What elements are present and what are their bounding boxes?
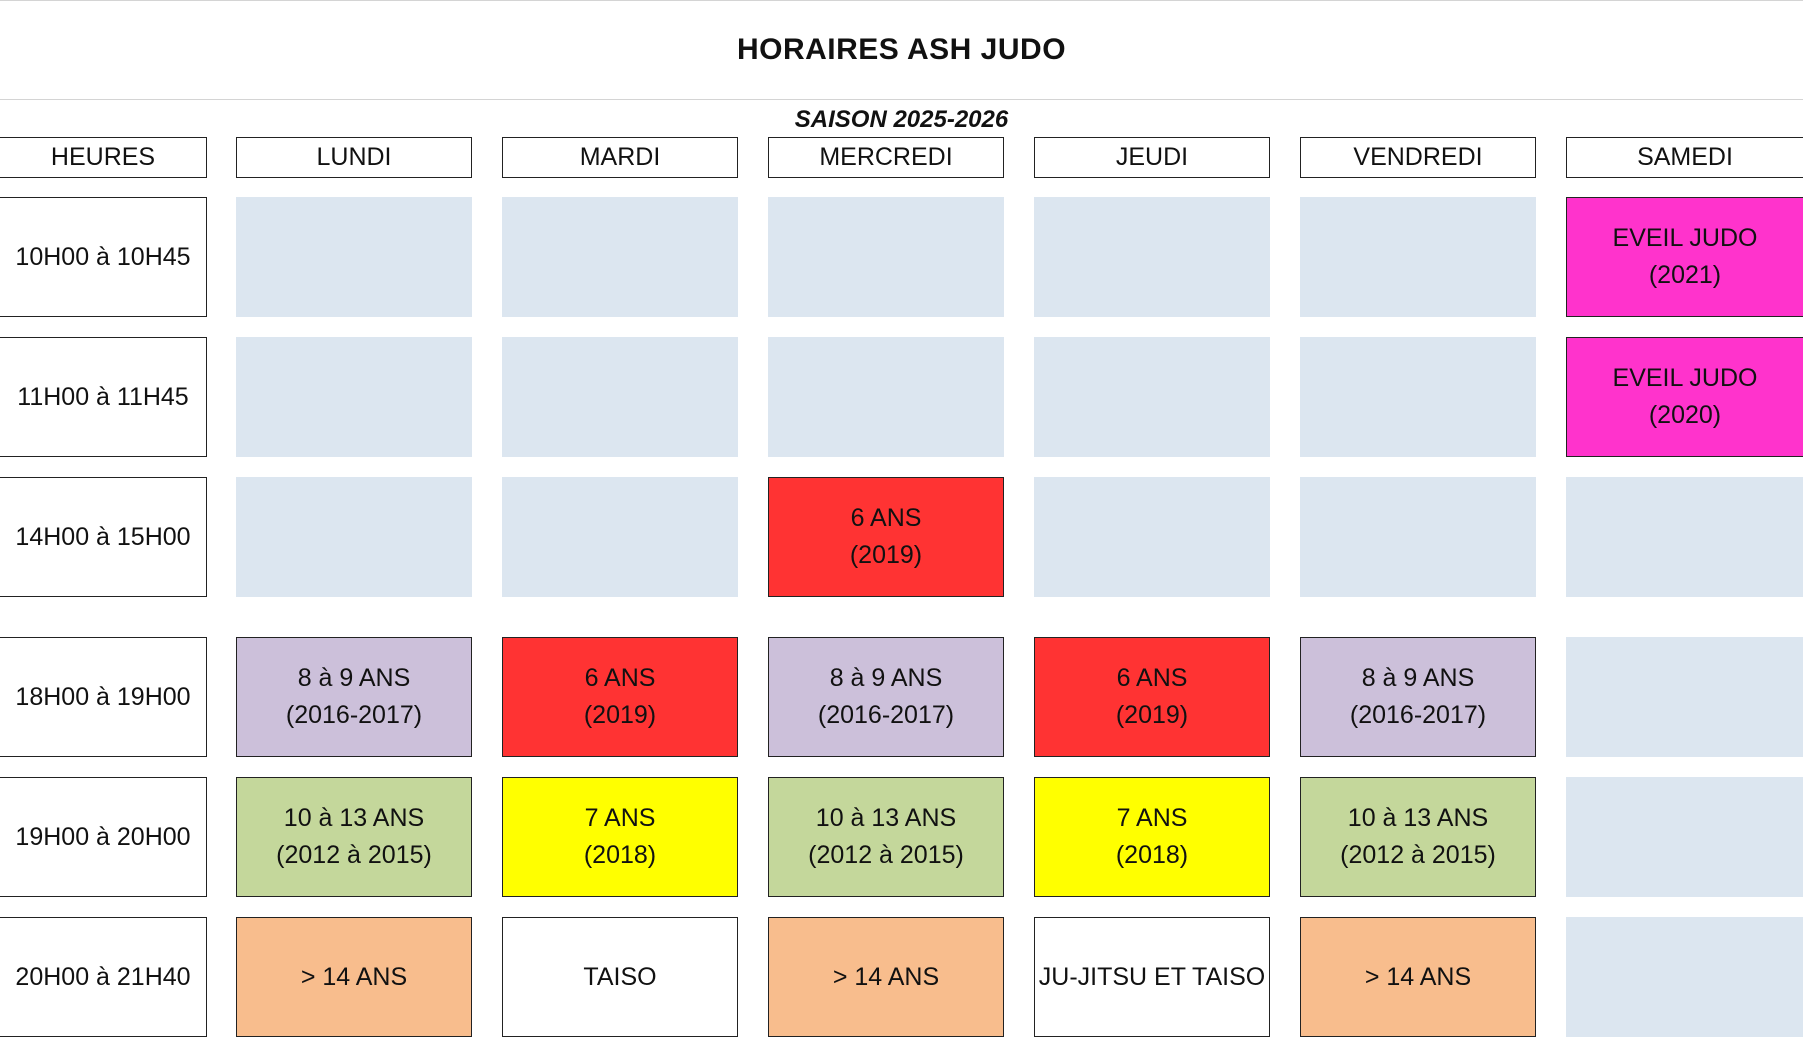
class-birth-years: (2018) — [1115, 841, 1189, 869]
class-label: > 14 ANS — [832, 962, 940, 991]
time-slot: 20H00 à 21H40 — [0, 917, 207, 1037]
class-birth-years: (2016-2017) — [1349, 701, 1487, 729]
empty-slot — [1300, 337, 1536, 457]
class-birth-years: (2019) — [1115, 701, 1189, 729]
header-day-samedi: SAMEDI — [1566, 137, 1803, 178]
empty-slot — [502, 197, 738, 317]
class-birth-years: (2012 à 2015) — [276, 841, 432, 869]
empty-slot — [768, 197, 1004, 317]
header-day-vendredi: VENDREDI — [1300, 137, 1536, 178]
class-slot: > 14 ANS — [236, 917, 472, 1037]
class-slot: 10 à 13 ANS (2012 à 2015) — [236, 777, 472, 897]
class-slot: 10 à 13 ANS (2012 à 2015) — [1300, 777, 1536, 897]
class-birth-years: (2019) — [849, 541, 923, 569]
class-slot: > 14 ANS — [1300, 917, 1536, 1037]
class-slot: 7 ANS (2018) — [1034, 777, 1270, 897]
empty-slot — [1566, 777, 1803, 897]
class-label: 7 ANS — [584, 804, 656, 832]
class-slot: EVEIL JUDO (2020) — [1566, 337, 1803, 457]
class-label: 8 à 9 ANS — [1361, 664, 1475, 692]
class-slot: 8 à 9 ANS (2016-2017) — [236, 637, 472, 757]
class-label: 8 à 9 ANS — [829, 664, 943, 692]
time-slot: 10H00 à 10H45 — [0, 197, 207, 317]
class-slot: 10 à 13 ANS (2012 à 2015) — [768, 777, 1004, 897]
empty-slot — [502, 477, 738, 597]
empty-slot — [236, 197, 472, 317]
class-label: 10 à 13 ANS — [815, 804, 957, 832]
class-birth-years: (2018) — [583, 841, 657, 869]
empty-slot — [1034, 197, 1270, 317]
header-hours: HEURES — [0, 137, 207, 178]
class-label: EVEIL JUDO — [1612, 224, 1758, 252]
empty-slot — [502, 337, 738, 457]
class-birth-years: (2019) — [583, 701, 657, 729]
empty-slot — [1566, 477, 1803, 597]
time-slot: 11H00 à 11H45 — [0, 337, 207, 457]
class-label: 7 ANS — [1116, 804, 1188, 832]
empty-slot — [1566, 917, 1803, 1037]
empty-slot — [1300, 477, 1536, 597]
season-subtitle: SAISON 2025-2026 — [794, 106, 1009, 133]
empty-slot — [1034, 337, 1270, 457]
class-label: 10 à 13 ANS — [283, 804, 425, 832]
time-slot: 14H00 à 15H00 — [0, 477, 207, 597]
empty-slot — [768, 337, 1004, 457]
class-slot: 8 à 9 ANS (2016-2017) — [1300, 637, 1536, 757]
class-birth-years: (2021) — [1648, 261, 1722, 289]
header-day-lundi: LUNDI — [236, 137, 472, 178]
class-birth-years: (2012 à 2015) — [808, 841, 964, 869]
class-birth-years: (2020) — [1648, 401, 1722, 429]
class-slot: 6 ANS (2019) — [768, 477, 1004, 597]
page-title: HORAIRES ASH JUDO — [0, 0, 1803, 100]
class-label: EVEIL JUDO — [1612, 364, 1758, 392]
time-slot: 18H00 à 19H00 — [0, 637, 207, 757]
class-slot: 6 ANS (2019) — [502, 637, 738, 757]
class-birth-years: (2012 à 2015) — [1340, 841, 1496, 869]
class-slot: 8 à 9 ANS (2016-2017) — [768, 637, 1004, 757]
header-day-mardi: MARDI — [502, 137, 738, 178]
class-label: 8 à 9 ANS — [297, 664, 411, 692]
time-slot: 19H00 à 20H00 — [0, 777, 207, 897]
class-label: 10 à 13 ANS — [1347, 804, 1489, 832]
class-label: 6 ANS — [1116, 664, 1188, 692]
header-day-mercredi: MERCREDI — [768, 137, 1004, 178]
class-label: 6 ANS — [850, 504, 922, 532]
class-slot: > 14 ANS — [768, 917, 1004, 1037]
class-slot: TAISO — [502, 917, 738, 1037]
empty-slot — [236, 337, 472, 457]
empty-slot — [1034, 477, 1270, 597]
class-slot: 6 ANS (2019) — [1034, 637, 1270, 757]
class-birth-years: (2016-2017) — [285, 701, 423, 729]
class-label: > 14 ANS — [1364, 962, 1472, 991]
class-slot: JU-JITSU ET TAISO — [1034, 917, 1270, 1037]
header-day-jeudi: JEUDI — [1034, 137, 1270, 178]
empty-slot — [1300, 197, 1536, 317]
empty-slot — [236, 477, 472, 597]
class-label: > 14 ANS — [300, 962, 408, 991]
class-label: 6 ANS — [584, 664, 656, 692]
class-label: TAISO — [583, 962, 657, 991]
class-slot: 7 ANS (2018) — [502, 777, 738, 897]
class-slot: EVEIL JUDO (2021) — [1566, 197, 1803, 317]
class-label: JU-JITSU ET TAISO — [1038, 962, 1266, 991]
empty-slot — [1566, 637, 1803, 757]
class-birth-years: (2016-2017) — [817, 701, 955, 729]
